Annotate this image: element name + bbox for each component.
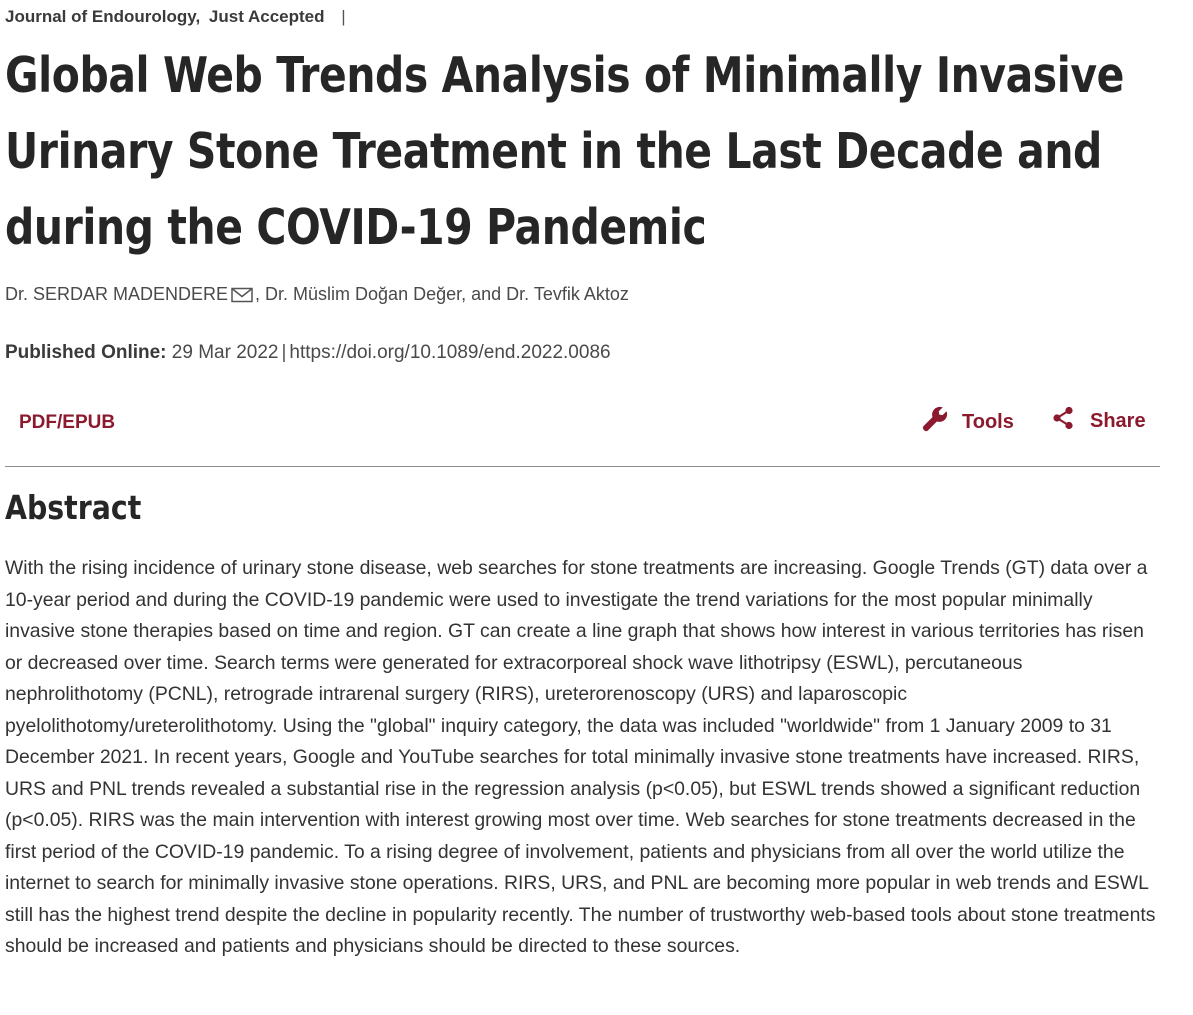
mail-icon[interactable]: [231, 287, 253, 308]
author-list: Dr. SERDAR MADENDERE , Dr. Müslim Doğan D…: [5, 284, 629, 308]
author-list-rest[interactable]: , Dr. Müslim Doğan Değer, and Dr. Tevfik…: [255, 284, 629, 304]
section-divider: [5, 466, 1160, 467]
article-status: Just Accepted: [208, 7, 325, 26]
share-label: Share: [1090, 409, 1146, 432]
tools-button[interactable]: Tools: [922, 406, 1014, 438]
author-link-first[interactable]: Dr. SERDAR MADENDERE: [5, 284, 229, 304]
published-date: 29 Mar 2022: [171, 342, 279, 363]
journal-name-link[interactable]: Journal of Endourology,: [5, 7, 201, 26]
tools-label: Tools: [962, 410, 1014, 433]
article-title: Global Web Trends Analysis of Minimally …: [5, 47, 1124, 256]
journal-header: Journal of Endourology, Just Accepted |: [5, 7, 346, 27]
pdf-epub-link[interactable]: PDF/EPUB: [19, 412, 116, 433]
share-icon: [1052, 406, 1090, 436]
wrench-icon: [922, 406, 962, 438]
share-button[interactable]: Share: [1052, 406, 1146, 436]
abstract-text: With the rising incidence of urinary sto…: [5, 557, 1156, 957]
publication-info: Published Online: 29 Mar 2022 | https://do…: [5, 342, 611, 364]
abstract-heading: Abstract: [5, 488, 142, 527]
header-separator: |: [341, 7, 346, 26]
article-toolbar: PDF/EPUB Tools Share: [5, 400, 1160, 450]
doi-link[interactable]: https://doi.org/10.1089/end.2022.0086: [289, 342, 611, 363]
published-label: Published Online:: [5, 342, 167, 363]
doi-separator: |: [281, 342, 287, 363]
